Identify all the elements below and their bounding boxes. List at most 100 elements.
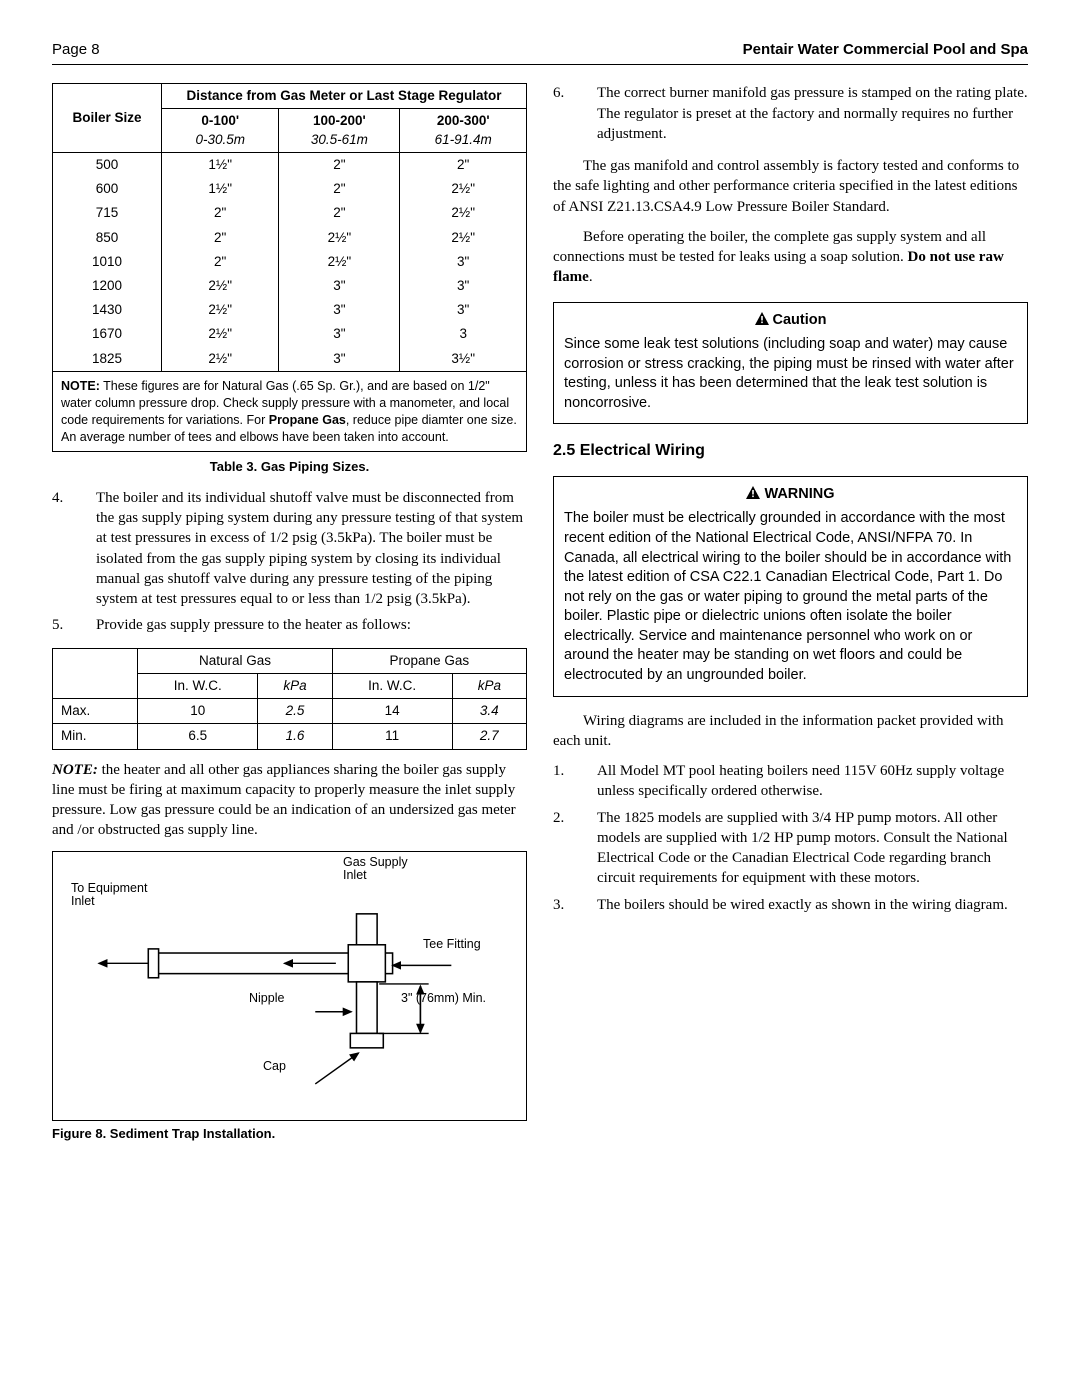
table3-note: NOTE: These figures are for Natural Gas … bbox=[53, 371, 527, 452]
range-1-label: 100-200' bbox=[313, 113, 366, 128]
table-row: 18252½"3"3½" bbox=[53, 347, 527, 372]
warning-box: WARNING The boiler must be electrically … bbox=[553, 476, 1028, 697]
sub-ng-kpa: kPa bbox=[283, 678, 306, 693]
note-left: NOTE: the heater and all other gas appli… bbox=[52, 760, 527, 841]
table-cell: 2½" bbox=[162, 347, 279, 372]
table-cell: 715 bbox=[53, 201, 162, 225]
table-cell: 2" bbox=[162, 226, 279, 250]
caution-heading: Caution bbox=[773, 312, 827, 328]
page-title: Pentair Water Commercial Pool and Spa bbox=[743, 40, 1028, 60]
table-cell: 1670 bbox=[53, 322, 162, 346]
table-cell: 11 bbox=[332, 724, 452, 749]
table-cell: 1.6 bbox=[258, 724, 332, 749]
table-row: 6001½"2"2½" bbox=[53, 177, 527, 201]
page-number: Page 8 bbox=[52, 40, 100, 60]
table3-caption: Table 3. Gas Piping Sizes. bbox=[52, 458, 527, 476]
figure-8-caption: Figure 8. Sediment Trap Installation. bbox=[52, 1125, 527, 1143]
warning-text: The boiler must be electrically grounded… bbox=[564, 510, 1011, 683]
table-cell: 3" bbox=[279, 322, 400, 346]
left-column: Boiler Size Distance from Gas Meter or L… bbox=[52, 83, 527, 1142]
fig-label-nipple: Nipple bbox=[249, 992, 284, 1006]
table-cell: 1200 bbox=[53, 274, 162, 298]
range-0-label: 0-100' bbox=[201, 113, 239, 128]
fig-label-gas-supply: Gas Supply Inlet bbox=[343, 856, 433, 884]
table-cell: 2" bbox=[279, 201, 400, 225]
table-cell: 2" bbox=[279, 177, 400, 201]
table-cell: 2" bbox=[162, 201, 279, 225]
table-cell: 1010 bbox=[53, 250, 162, 274]
para-wiring-diagrams: Wiring diagrams are included in the info… bbox=[553, 711, 1028, 752]
col-propane-gas: Propane Gas bbox=[390, 653, 470, 668]
list-num-r2: 2. bbox=[553, 808, 597, 889]
table-cell: 3" bbox=[279, 274, 400, 298]
list-text-6: The correct burner manifold gas pressure… bbox=[597, 83, 1028, 144]
para-before-operating: Before operating the boiler, the complet… bbox=[553, 227, 1028, 288]
table-cell: 850 bbox=[53, 226, 162, 250]
table-cell: 1½" bbox=[162, 152, 279, 177]
table-cell: 1½" bbox=[162, 177, 279, 201]
list-num-4: 4. bbox=[52, 488, 96, 610]
table-cell: Min. bbox=[53, 724, 138, 749]
table-cell: 3" bbox=[279, 347, 400, 372]
col-header-boiler-size: Boiler Size bbox=[72, 110, 141, 125]
list-text-4: The boiler and its individual shutoff va… bbox=[96, 488, 527, 610]
range-2-sub: 61-91.4m bbox=[406, 131, 520, 149]
range-0-sub: 0-30.5m bbox=[168, 131, 272, 149]
list-text-5: Provide gas supply pressure to the heate… bbox=[96, 615, 527, 635]
caution-text: Since some leak test solutions (includin… bbox=[564, 336, 1014, 411]
list-num-5: 5. bbox=[52, 615, 96, 635]
list-num-r1: 1. bbox=[553, 761, 597, 802]
caution-icon bbox=[755, 312, 769, 332]
table-row: 16702½"3"3 bbox=[53, 322, 527, 346]
table-cell: 2½" bbox=[162, 322, 279, 346]
table-row: 12002½"3"3" bbox=[53, 274, 527, 298]
table-cell: 600 bbox=[53, 177, 162, 201]
list-item-5: 5. Provide gas supply pressure to the he… bbox=[52, 615, 527, 635]
table-cell: 1825 bbox=[53, 347, 162, 372]
sub-pg-wc: In. W.C. bbox=[368, 678, 416, 693]
fig-label-min: 3" (76mm) Min. bbox=[401, 992, 501, 1006]
table-cell: 500 bbox=[53, 152, 162, 177]
table-row: 8502"2½"2½" bbox=[53, 226, 527, 250]
table-cell: 3" bbox=[400, 250, 527, 274]
table-row: 10102"2½"3" bbox=[53, 250, 527, 274]
list-item-r3: 3. The boilers should be wired exactly a… bbox=[553, 895, 1028, 915]
page-header: Page 8 Pentair Water Commercial Pool and… bbox=[52, 40, 1028, 65]
table-cell: 1430 bbox=[53, 298, 162, 322]
table-row: 14302½"3"3" bbox=[53, 298, 527, 322]
list-text-r2: The 1825 models are supplied with 3/4 HP… bbox=[597, 808, 1028, 889]
table-cell: 2½" bbox=[162, 274, 279, 298]
fig-label-tee: Tee Fitting bbox=[423, 938, 483, 952]
table-cell: 3" bbox=[400, 298, 527, 322]
list-item-4: 4. The boiler and its individual shutoff… bbox=[52, 488, 527, 610]
table-cell: 2½" bbox=[400, 226, 527, 250]
table-cell: 3.4 bbox=[452, 699, 526, 724]
caution-box: Caution Since some leak test solutions (… bbox=[553, 302, 1028, 425]
col-header-distance: Distance from Gas Meter or Last Stage Re… bbox=[186, 88, 501, 103]
right-column: 6. The correct burner manifold gas press… bbox=[553, 83, 1028, 1142]
list-left: 4. The boiler and its individual shutoff… bbox=[52, 488, 527, 636]
col-natural-gas: Natural Gas bbox=[199, 653, 271, 668]
para-gas-manifold: The gas manifold and control assembly is… bbox=[553, 156, 1028, 217]
table-cell: Max. bbox=[53, 699, 138, 724]
table-cell: 3" bbox=[400, 274, 527, 298]
table-cell: 2½" bbox=[279, 250, 400, 274]
table-cell: 2½" bbox=[400, 177, 527, 201]
list-right-top: 6. The correct burner manifold gas press… bbox=[553, 83, 1028, 144]
warning-icon bbox=[746, 486, 760, 506]
table-cell: 2" bbox=[279, 152, 400, 177]
table-cell: 10 bbox=[138, 699, 258, 724]
list-num-r3: 3. bbox=[553, 895, 597, 915]
list-item-r2: 2. The 1825 models are supplied with 3/4… bbox=[553, 808, 1028, 889]
list-right-bottom: 1. All Model MT pool heating boilers nee… bbox=[553, 761, 1028, 915]
range-2-label: 200-300' bbox=[437, 113, 490, 128]
table-cell: 2½" bbox=[400, 201, 527, 225]
table-row: 7152"2"2½" bbox=[53, 201, 527, 225]
table-cell: 2" bbox=[162, 250, 279, 274]
figure-8-box: Gas Supply Inlet To Equipment Inlet Tee … bbox=[52, 851, 527, 1121]
fig-label-cap: Cap bbox=[263, 1060, 286, 1074]
table-cell: 3" bbox=[279, 298, 400, 322]
fig-label-to-equipment: To Equipment Inlet bbox=[71, 882, 161, 910]
table-cell: 14 bbox=[332, 699, 452, 724]
list-item-r1: 1. All Model MT pool heating boilers nee… bbox=[553, 761, 1028, 802]
